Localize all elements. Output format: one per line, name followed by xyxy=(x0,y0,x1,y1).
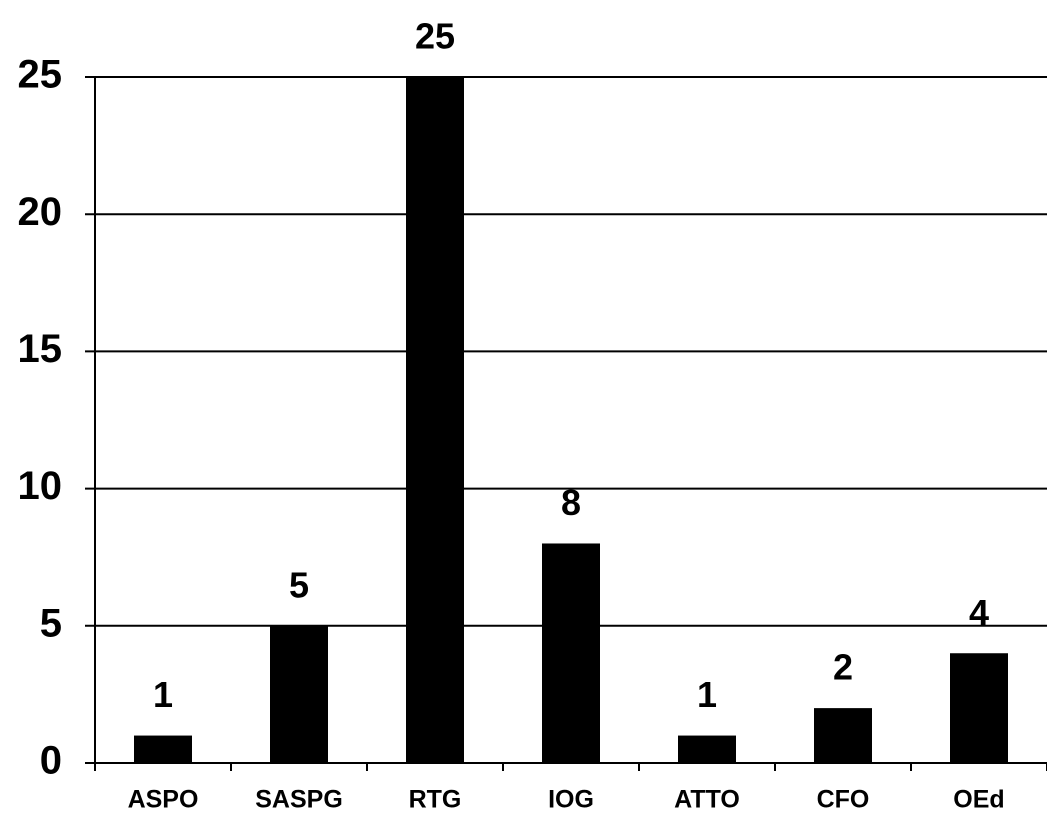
x-tick-label: ATTO xyxy=(674,786,740,814)
bar xyxy=(814,708,872,763)
x-tick-label: SASPG xyxy=(255,786,343,814)
y-tick-label: 5 xyxy=(40,601,62,645)
y-tick-label: 10 xyxy=(18,464,63,508)
data-label: 1 xyxy=(697,674,717,715)
y-tick-label: 20 xyxy=(18,190,63,234)
x-tick-label: IOG xyxy=(548,786,594,814)
bar xyxy=(270,625,328,763)
x-tick-label: OEd xyxy=(953,786,1004,814)
x-tick-label: RTG xyxy=(409,786,462,814)
data-label: 2 xyxy=(833,647,853,688)
x-tick-label: ASPO xyxy=(128,786,199,814)
y-tick-label: 15 xyxy=(18,327,63,371)
bar xyxy=(542,543,600,763)
bar xyxy=(950,653,1008,763)
y-tick-label: 25 xyxy=(18,53,63,97)
x-tick-label: CFO xyxy=(817,786,870,814)
data-label: 1 xyxy=(153,674,173,715)
data-label: 5 xyxy=(289,564,309,605)
y-tick-label: 0 xyxy=(40,739,62,783)
bar xyxy=(678,735,736,763)
data-label: 4 xyxy=(969,592,989,633)
bar xyxy=(134,735,192,763)
data-label: 25 xyxy=(415,16,455,57)
data-label: 8 xyxy=(561,482,581,523)
bar xyxy=(406,77,464,763)
